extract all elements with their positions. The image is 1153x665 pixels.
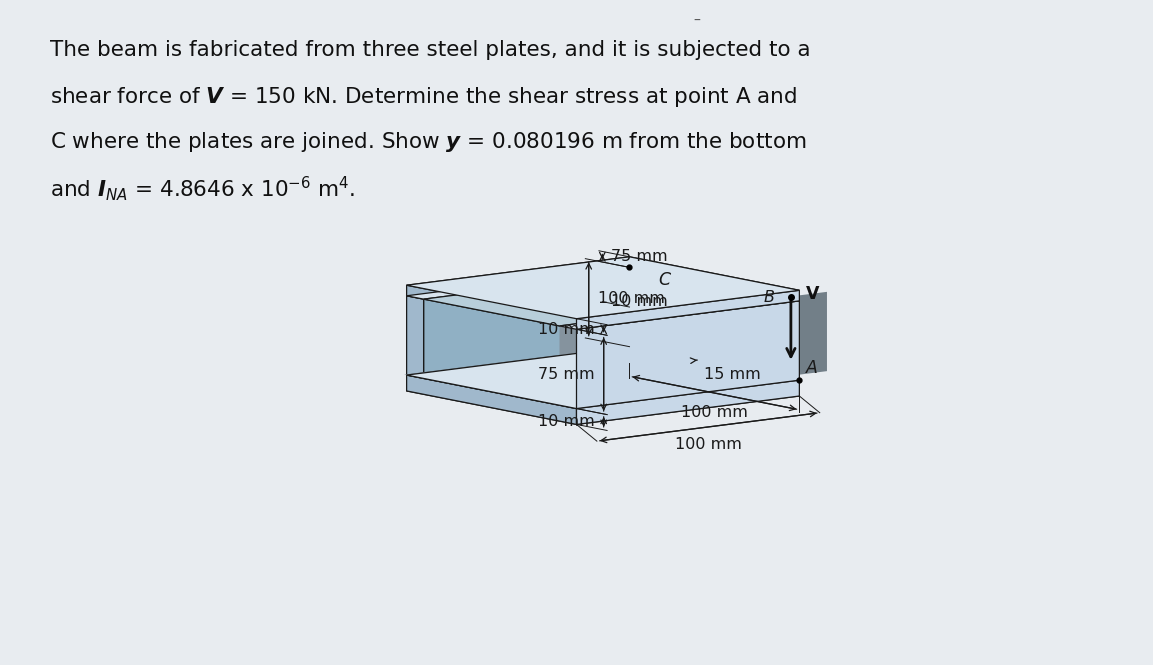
Polygon shape xyxy=(630,257,799,301)
Polygon shape xyxy=(407,285,576,329)
Polygon shape xyxy=(576,380,799,424)
Polygon shape xyxy=(559,326,576,408)
Polygon shape xyxy=(405,346,647,378)
Polygon shape xyxy=(423,271,783,326)
Text: 75 mm: 75 mm xyxy=(611,249,668,264)
Polygon shape xyxy=(407,375,576,424)
Polygon shape xyxy=(604,315,649,400)
Text: 75 mm: 75 mm xyxy=(538,367,595,382)
Polygon shape xyxy=(423,350,666,382)
Polygon shape xyxy=(407,346,630,391)
Text: 100 mm: 100 mm xyxy=(598,291,665,307)
Text: $A$: $A$ xyxy=(805,359,819,377)
Polygon shape xyxy=(576,291,799,329)
Polygon shape xyxy=(407,346,799,408)
Polygon shape xyxy=(407,257,799,319)
Polygon shape xyxy=(559,297,783,405)
Text: 10 mm: 10 mm xyxy=(537,322,595,337)
Text: 100 mm: 100 mm xyxy=(675,438,741,452)
Text: 10 mm: 10 mm xyxy=(611,294,669,309)
Polygon shape xyxy=(423,271,647,378)
Text: $\mathbf{V}$: $\mathbf{V}$ xyxy=(805,285,820,303)
Text: and $\boldsymbol{I}_{\mathit{NA}}$ = 4.8646 x 10$^{-6}$ m$^4$.: and $\boldsymbol{I}_{\mathit{NA}}$ = 4.8… xyxy=(50,174,355,203)
Polygon shape xyxy=(407,267,630,375)
Text: C where the plates are joined. Show $\boldsymbol{y}$ = 0.080196 m from the botto: C where the plates are joined. Show $\bo… xyxy=(50,130,806,154)
Polygon shape xyxy=(693,303,738,388)
Polygon shape xyxy=(576,301,799,408)
Polygon shape xyxy=(559,321,604,405)
Polygon shape xyxy=(482,362,724,394)
Text: 100 mm: 100 mm xyxy=(681,405,748,420)
Text: $C$: $C$ xyxy=(658,271,672,289)
Polygon shape xyxy=(521,369,763,402)
Polygon shape xyxy=(443,354,685,386)
Text: shear force of $\boldsymbol{V}$ = 150 kN. Determine the shear stress at point A : shear force of $\boldsymbol{V}$ = 150 kN… xyxy=(50,85,797,109)
Polygon shape xyxy=(407,296,423,378)
Polygon shape xyxy=(502,365,744,398)
Polygon shape xyxy=(630,346,799,396)
Text: –: – xyxy=(693,14,700,28)
Polygon shape xyxy=(462,358,704,390)
Polygon shape xyxy=(783,292,827,377)
Polygon shape xyxy=(407,257,630,296)
Text: $B$: $B$ xyxy=(763,289,775,305)
Polygon shape xyxy=(630,267,647,350)
Polygon shape xyxy=(649,309,693,394)
Polygon shape xyxy=(407,362,799,424)
Polygon shape xyxy=(738,297,783,382)
Polygon shape xyxy=(559,297,799,329)
Text: 15 mm: 15 mm xyxy=(704,368,761,382)
Text: The beam is fabricated from three steel plates, and it is subjected to a: The beam is fabricated from three steel … xyxy=(50,41,811,61)
Polygon shape xyxy=(783,297,799,380)
Polygon shape xyxy=(423,350,783,405)
Polygon shape xyxy=(407,267,647,299)
Polygon shape xyxy=(540,373,783,405)
Text: 10 mm: 10 mm xyxy=(537,414,595,430)
